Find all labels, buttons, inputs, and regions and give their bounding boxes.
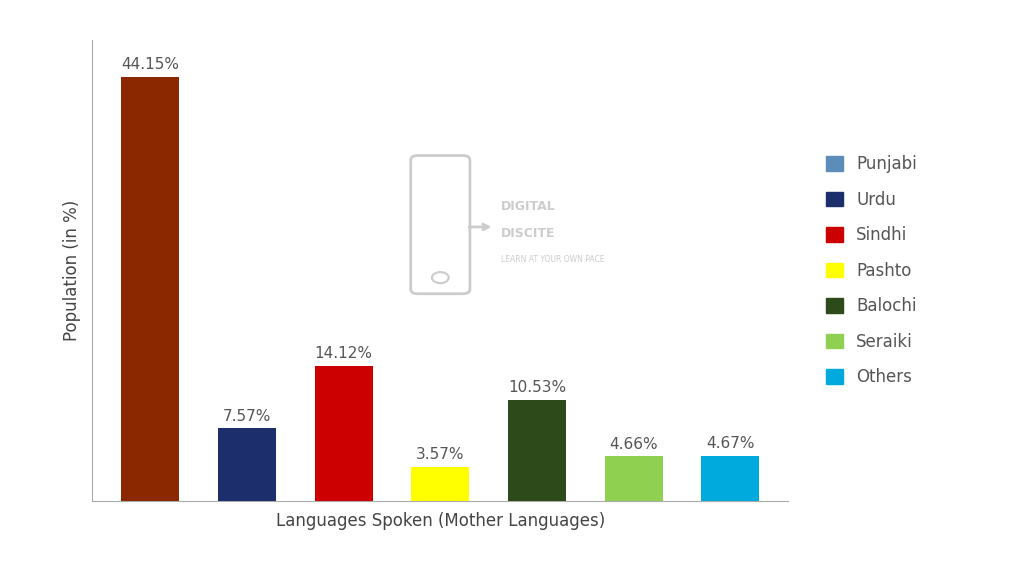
Y-axis label: Population (in %): Population (in %) [63, 200, 81, 342]
Text: 14.12%: 14.12% [314, 346, 373, 361]
Text: DIGITAL: DIGITAL [502, 200, 556, 213]
Bar [314, 366, 373, 501]
Text: 10.53%: 10.53% [508, 380, 566, 395]
Bar [121, 77, 179, 501]
Bar [508, 400, 566, 501]
Bar [218, 429, 275, 501]
Text: LEARN AT YOUR OWN PACE: LEARN AT YOUR OWN PACE [502, 255, 605, 264]
Text: 7.57%: 7.57% [222, 408, 271, 424]
Text: 3.57%: 3.57% [416, 447, 465, 462]
Bar [605, 456, 663, 501]
Legend: Punjabi, Urdu, Sindhi, Pashto, Balochi, Seraiki, Others: Punjabi, Urdu, Sindhi, Pashto, Balochi, … [818, 147, 925, 395]
Text: 44.15%: 44.15% [121, 58, 179, 73]
Text: 4.67%: 4.67% [707, 437, 755, 452]
Bar [701, 456, 760, 501]
X-axis label: Languages Spoken (Mother Languages): Languages Spoken (Mother Languages) [275, 512, 605, 530]
Text: DISCITE: DISCITE [502, 228, 556, 240]
Text: 4.66%: 4.66% [609, 437, 658, 452]
Bar [412, 467, 469, 501]
